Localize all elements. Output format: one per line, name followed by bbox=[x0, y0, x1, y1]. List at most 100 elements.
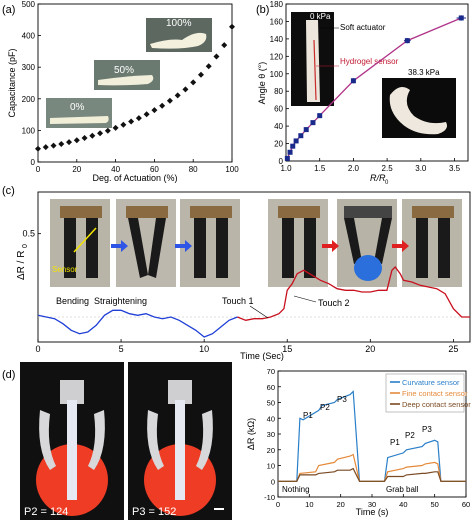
label-38kpa: 38.3 kPa bbox=[408, 68, 440, 77]
series-line-bending bbox=[37, 309, 238, 338]
label-nothing: Nothing bbox=[282, 485, 310, 494]
label-p3-second: P3 bbox=[422, 425, 432, 434]
axis-ticks-a: 0 20 40 60 80 100 0 100 200 300 400 500 bbox=[22, 0, 240, 174]
legend-label-deep: Deep contact sensor bbox=[402, 400, 471, 409]
svg-text:0: 0 bbox=[385, 180, 389, 186]
data-point bbox=[350, 78, 356, 84]
x-tick-label: 15 bbox=[282, 344, 292, 354]
data-point bbox=[205, 63, 212, 70]
data-point bbox=[197, 71, 204, 78]
x-tick-label: 100 bbox=[225, 165, 239, 174]
y-tick-label: 50 bbox=[267, 399, 275, 408]
inset-label-50: 50% bbox=[114, 65, 134, 76]
inset-photo-100 bbox=[146, 18, 212, 52]
inset-label-100: 100% bbox=[166, 18, 192, 29]
data-point bbox=[458, 15, 464, 21]
data-point bbox=[143, 111, 150, 118]
x-tick-label: 20 bbox=[365, 344, 375, 354]
svg-text:0: 0 bbox=[22, 244, 29, 248]
data-point bbox=[290, 143, 296, 149]
panel-label-d: (d) bbox=[2, 369, 15, 381]
x-tick-label: 80 bbox=[189, 165, 198, 174]
y-tick-label: 400 bbox=[22, 32, 36, 41]
data-point bbox=[310, 120, 316, 126]
legend-label-fine: Fine contact sensor bbox=[402, 389, 468, 398]
series-d bbox=[278, 390, 466, 482]
inset-photo-50 bbox=[94, 60, 160, 90]
data-point bbox=[73, 137, 80, 144]
y-tick-label: 20 bbox=[274, 140, 283, 149]
inset-photo-0 bbox=[46, 98, 112, 128]
y-tick-label: 60 bbox=[267, 383, 275, 392]
data-point bbox=[112, 124, 119, 131]
inset-label-0: 0% bbox=[70, 102, 85, 113]
pointer-touch1 bbox=[249, 305, 269, 319]
label-p2-second: P2 bbox=[405, 431, 415, 440]
series-line-deep-contact-sensor bbox=[278, 467, 466, 482]
data-point bbox=[293, 138, 299, 144]
panel-label-c: (c) bbox=[2, 185, 15, 197]
label-p2-first: P2 bbox=[320, 403, 330, 412]
x-axis-label-c: Time (Sec) bbox=[240, 351, 284, 361]
label-sensor: Sensor bbox=[52, 265, 78, 274]
y-tick-label: 0 bbox=[279, 157, 284, 166]
y-tick-label: 300 bbox=[22, 63, 36, 72]
x-tick-label: 10 bbox=[305, 500, 313, 509]
y-tick-label: 180 bbox=[270, 0, 284, 9]
y-tick-label: 20 bbox=[267, 446, 275, 455]
panel-d: (d) P2 = 124 P3 = 152 0 10 20 30 40 50 60-1001… bbox=[2, 362, 471, 520]
label-p3-first: P3 bbox=[337, 395, 347, 404]
panel-c: (c) bbox=[2, 185, 471, 361]
y-tick-label: 0.5 bbox=[22, 229, 35, 239]
y-tick-label: 120 bbox=[270, 52, 284, 61]
data-point bbox=[97, 130, 104, 137]
arrows bbox=[111, 240, 409, 252]
y-tick-label: 0 bbox=[31, 158, 36, 167]
photo-strip bbox=[50, 199, 462, 287]
data-point bbox=[135, 115, 142, 122]
x-tick-label: 1.5 bbox=[314, 164, 326, 173]
data-point bbox=[213, 53, 220, 60]
plot-frame-b bbox=[285, 3, 469, 162]
x-tick-label: 1.0 bbox=[280, 164, 292, 173]
y-tick-label: 140 bbox=[270, 35, 284, 44]
y-tick-label: 40 bbox=[267, 414, 275, 423]
data-point bbox=[298, 133, 304, 139]
x-tick-label: 0 bbox=[35, 344, 40, 354]
x-axis-label-a: Deg. of Actuation (%) bbox=[92, 173, 177, 183]
x-tick-label: 25 bbox=[448, 344, 458, 354]
y-tick-label: 100 bbox=[22, 126, 36, 135]
x-tick-label: 0 bbox=[36, 165, 41, 174]
y-tick-label: 100 bbox=[270, 70, 284, 79]
data-point bbox=[174, 92, 181, 99]
svg-text:R/R: R/R bbox=[370, 173, 386, 183]
gripper-photo-p3 bbox=[128, 362, 232, 520]
label-0kpa: 0 kPa bbox=[310, 12, 331, 21]
data-point bbox=[287, 149, 293, 155]
y-axis-label-c: ΔR / R 0 bbox=[16, 244, 29, 280]
data-point bbox=[81, 134, 88, 141]
plot-frame-a bbox=[37, 3, 233, 163]
label-straightening: Straightening bbox=[94, 296, 147, 306]
photo-label-p3: P3 = 152 bbox=[132, 506, 176, 518]
label-p1-second: P1 bbox=[390, 438, 400, 447]
panel-a: (a) 100% 50% 0% 0 20 40 60 80 100 0 100 200 300 40… bbox=[2, 0, 239, 183]
y-tick-label: -10 bbox=[264, 493, 275, 502]
label-soft-actuator: Soft actuator bbox=[340, 23, 386, 32]
data-point bbox=[284, 155, 290, 161]
x-tick-label: 10 bbox=[199, 344, 209, 354]
axis-ticks-b: 1.0 1.5 2.0 2.5 3.0 3.5 0 20 40 60 80 100 120 140 160 1… bbox=[270, 0, 461, 173]
y-axis-label-b: Angle θ (°) bbox=[257, 62, 267, 105]
x-tick-label: 40 bbox=[399, 500, 407, 509]
series-c bbox=[37, 266, 470, 338]
data-point bbox=[120, 121, 127, 128]
x-tick-label: 30 bbox=[368, 500, 376, 509]
data-point bbox=[35, 145, 41, 152]
series-line-touch bbox=[237, 266, 470, 321]
data-point bbox=[182, 86, 189, 93]
y-tick-label: 160 bbox=[270, 17, 284, 26]
photo-0kpa bbox=[291, 12, 334, 106]
axis-ticks-c: 0 5 10 15 20 25 0.5 bbox=[22, 229, 458, 354]
gripper-photo-p2 bbox=[20, 362, 124, 520]
